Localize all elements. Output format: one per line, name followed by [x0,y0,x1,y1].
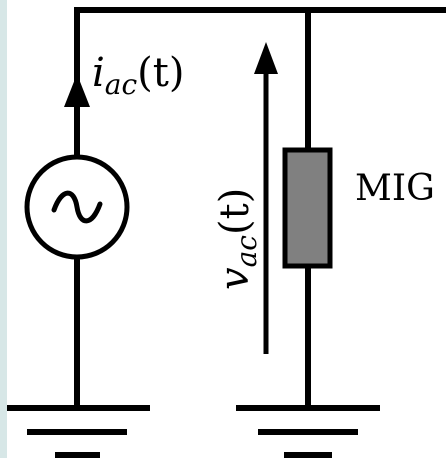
ground-icon [236,405,380,458]
current-label-subscript: ac [105,68,138,101]
voltage-label-subscript: ac [230,235,263,268]
voltage-label-group: vac(t) [212,188,263,290]
voltage-arrow-head-icon [254,42,278,74]
mig-label: MIG [355,168,435,209]
current-label: iac(t) [92,50,184,101]
current-arrow-icon [64,74,90,107]
ground-icon [7,405,150,458]
voltage-label-base: v [212,267,258,290]
current-label-argument: (t) [137,50,184,96]
current-label-base: i [92,50,105,96]
ac-current-source-icon [24,154,130,260]
mig-resistor [282,147,333,269]
voltage-label-argument: (t) [212,188,258,235]
voltage-label: vac(t) [212,188,263,290]
left-edge-strip [0,0,7,458]
